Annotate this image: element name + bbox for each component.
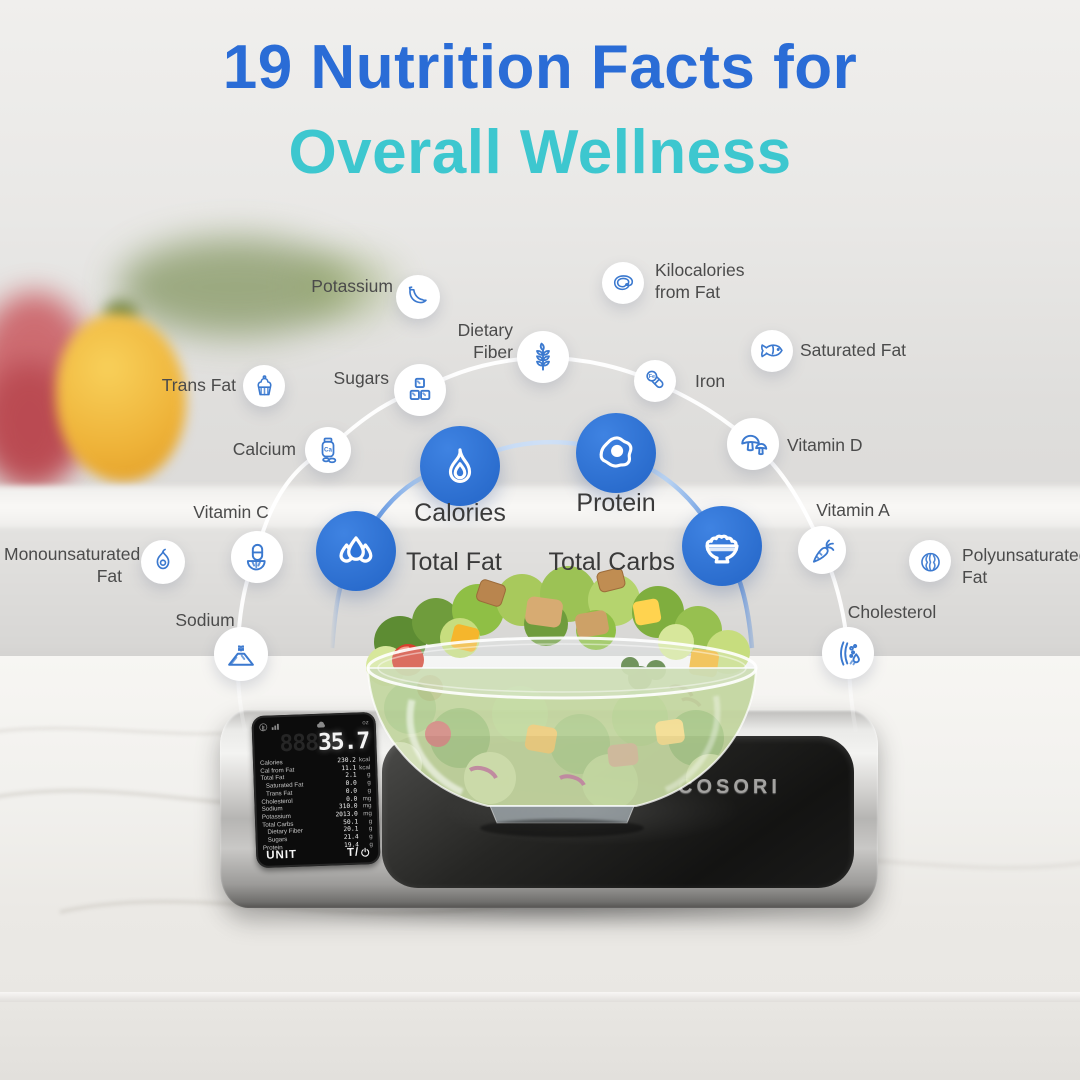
calcium-symbol: Ca bbox=[324, 446, 333, 453]
sugar-cubes-icon bbox=[409, 377, 431, 401]
nutrient-bubble-saturated-fat bbox=[751, 330, 793, 372]
nutrient-bubble-polyunsaturated-fat bbox=[909, 540, 951, 582]
nutrient-bubble-kcal-from-fat bbox=[602, 262, 644, 304]
nutrient-label-potassium: Potassium bbox=[311, 276, 393, 296]
iron-symbol: Fe bbox=[649, 374, 655, 380]
signal-bars-icon bbox=[271, 723, 279, 730]
nutrient-label-cholesterol: Cholesterol bbox=[847, 602, 937, 622]
steak-icon bbox=[613, 274, 633, 290]
scale-display-panel: oz 88835.7 Calories 230.2 kcal Cal from Fat… bbox=[251, 711, 381, 869]
salt-pile-icon bbox=[228, 645, 254, 666]
nutrient-label-saturated-fat: Saturated Fat bbox=[800, 340, 907, 360]
nutrient-bubble-iron: Fe bbox=[634, 360, 676, 402]
nutrient-label-kcal-from-fat: Kilocalories from Fat bbox=[655, 260, 745, 302]
nutrient-bubble-calories bbox=[420, 426, 500, 506]
nutrient-label-total-carbs: Total Carbs bbox=[548, 548, 675, 576]
backsplash-band bbox=[0, 486, 1080, 532]
nutrient-label-sodium: Sodium bbox=[175, 610, 235, 630]
walnut-icon bbox=[920, 552, 940, 572]
nutrient-label-calcium: Calcium bbox=[232, 439, 296, 459]
nutrient-bubble-monounsaturated-fat bbox=[141, 540, 185, 584]
power-icon bbox=[361, 847, 370, 857]
nutrient-label-monounsaturated-fat: Monounsaturated Fat bbox=[4, 544, 141, 586]
nutrient-label-calories: Calories bbox=[414, 499, 506, 527]
nutrient-label-sugars: Sugars bbox=[333, 368, 389, 388]
nutrient-label-vitamin-d: Vitamin D bbox=[787, 435, 863, 455]
display-status-row: oz bbox=[259, 718, 369, 732]
calcium-bottle-icon: Ca bbox=[321, 437, 337, 464]
salad-bowl bbox=[366, 566, 758, 837]
water-drops-icon bbox=[339, 536, 373, 563]
nutrient-bubble-sugars bbox=[394, 364, 446, 416]
nutrient-bubble-cholesterol bbox=[822, 627, 874, 679]
fish-icon bbox=[761, 344, 783, 358]
nutrient-bubble-protein bbox=[576, 413, 656, 493]
nutrient-bubble-dietary-fiber bbox=[517, 331, 569, 383]
tare-power-button: T/ bbox=[347, 846, 371, 859]
bluetooth-icon bbox=[259, 722, 268, 731]
counter-front-face bbox=[0, 1002, 1080, 1080]
blurred-yellow-pepper bbox=[56, 314, 186, 482]
cupcake-icon bbox=[256, 374, 272, 395]
artery-icon bbox=[839, 640, 860, 666]
nutrient-label-total-fat: Total Fat bbox=[406, 548, 502, 576]
wheat-icon bbox=[536, 342, 550, 371]
avocado-icon bbox=[156, 548, 170, 570]
headline-line2: Overall Wellness bbox=[288, 118, 792, 187]
nutrient-label-vitamin-c: Vitamin C bbox=[193, 502, 269, 522]
mushrooms-icon bbox=[740, 434, 767, 455]
nutrient-bubble-potassium bbox=[396, 275, 440, 319]
flame-icon bbox=[448, 448, 472, 483]
nutrient-bubble-total-carbs bbox=[682, 506, 762, 586]
carrot-icon bbox=[812, 539, 834, 563]
nutrient-bubble-total-fat bbox=[316, 511, 396, 591]
iron-capsule-icon: Fe bbox=[646, 370, 664, 389]
fried-egg-icon bbox=[599, 436, 633, 468]
glass-bowl bbox=[366, 636, 758, 837]
nutrient-label-iron: Iron bbox=[695, 371, 726, 391]
blurred-greens bbox=[118, 238, 353, 336]
nutrient-bubble-sodium bbox=[214, 627, 268, 681]
nutrient-bubble-trans-fat bbox=[243, 365, 285, 407]
outer-white-arc bbox=[235, 355, 858, 736]
nutrient-bubble-vitamin-d bbox=[727, 418, 779, 470]
display-buttons: UNIT T/ bbox=[266, 846, 370, 862]
rice-bowl-icon bbox=[705, 534, 739, 564]
brand-logo: COSORI bbox=[678, 776, 781, 798]
blurred-greens bbox=[300, 256, 395, 318]
nutrient-label-polyunsaturated-fat: Polyunsaturated Fat bbox=[962, 545, 1080, 587]
banana-icon bbox=[408, 286, 427, 304]
nutrient-bubble-vitamin-a bbox=[798, 526, 846, 574]
nutrient-label-dietary-fiber: Dietary Fiber bbox=[457, 320, 513, 362]
nutrient-label-vitamin-a: Vitamin A bbox=[816, 500, 890, 520]
counter-edge bbox=[0, 992, 1080, 1004]
cloud-icon bbox=[316, 721, 325, 728]
nutrient-bubble-calcium: Ca bbox=[305, 427, 351, 473]
headline-line1: 19 Nutrition Facts for bbox=[222, 33, 858, 102]
nutrient-label-trans-fat: Trans Fat bbox=[161, 375, 236, 395]
nutrient-label-protein: Protein bbox=[576, 489, 656, 517]
capsule-citrus-icon bbox=[246, 543, 266, 570]
nutrient-bubble-vitamin-c bbox=[231, 531, 283, 583]
